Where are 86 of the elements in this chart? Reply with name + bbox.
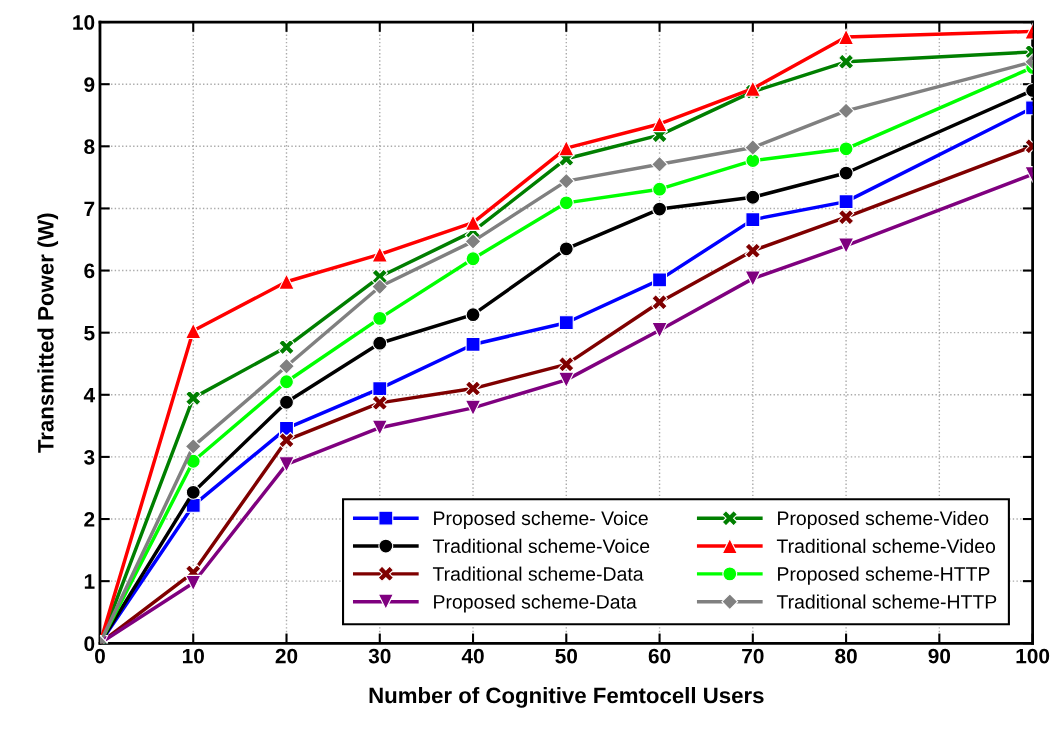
point [279, 374, 295, 390]
y-tick-label: 7 [84, 201, 95, 216]
point [371, 246, 388, 263]
point [184, 437, 202, 455]
y-tick-label: 1 [84, 574, 95, 589]
point [279, 394, 295, 410]
legend-label: Traditional scheme-Data [432, 566, 644, 581]
point [185, 322, 202, 340]
point [838, 141, 854, 157]
x-tick-label: 30 [368, 648, 391, 664]
x-tick-label: 100 [1016, 648, 1050, 664]
legend-label: Proposed scheme-Video [778, 510, 989, 530]
legend-label: Proposed scheme-HTTP [778, 566, 990, 585]
point [558, 139, 575, 157]
y-tick-label: 8 [84, 139, 95, 155]
point [372, 310, 388, 326]
point [744, 242, 762, 259]
point [372, 335, 388, 351]
point [744, 270, 762, 287]
point [278, 456, 295, 473]
point [557, 172, 575, 190]
point [464, 380, 482, 397]
point [745, 189, 761, 205]
point [185, 574, 202, 592]
point [558, 356, 575, 373]
point [278, 273, 295, 290]
legend-label: Proposed scheme- Voice [434, 510, 648, 530]
point [837, 208, 855, 226]
point [558, 371, 575, 389]
x-tick-label: 50 [555, 648, 578, 664]
x-tick-label: 60 [648, 648, 671, 664]
point [278, 431, 295, 449]
point [651, 155, 668, 173]
point [838, 165, 854, 181]
point [465, 251, 481, 267]
point [372, 381, 388, 397]
x-tick-label: 20 [275, 648, 298, 664]
point [837, 237, 855, 254]
point [185, 389, 202, 407]
point [652, 201, 668, 217]
point [465, 307, 481, 323]
point [651, 115, 668, 133]
x-tick-label: 80 [835, 648, 857, 664]
point [838, 194, 854, 210]
legend-label: Proposed scheme-Data [434, 594, 637, 613]
point [465, 336, 481, 352]
y-tick-label: 0 [84, 636, 95, 652]
point [744, 139, 762, 156]
point [651, 321, 668, 339]
y-tick-label: 3 [84, 449, 95, 465]
x-tick-label: 70 [742, 648, 764, 664]
point [464, 214, 482, 231]
y-tick-label: 5 [84, 325, 95, 341]
point [371, 278, 389, 296]
y-tick-label: 10 [73, 15, 95, 30]
x-tick-label: 0 [95, 648, 105, 664]
x-tick-label: 10 [182, 648, 204, 664]
point [558, 241, 574, 257]
point [371, 419, 388, 436]
point [278, 357, 295, 375]
point [371, 394, 388, 412]
x-tick-label: 40 [461, 648, 484, 664]
y-tick-label: 2 [84, 512, 95, 527]
point [837, 28, 855, 46]
point [464, 399, 482, 417]
y-tick-label: 6 [84, 263, 95, 279]
y-axis-title: Transmitted Power (W) [37, 213, 59, 453]
point [652, 181, 668, 197]
legend-label: Traditional scheme-Voice [432, 538, 650, 554]
point [464, 232, 482, 250]
y-tick-label: 4 [83, 388, 96, 403]
point [185, 484, 201, 500]
x-tick-label: 90 [928, 648, 951, 664]
point [558, 195, 574, 211]
point [558, 315, 574, 331]
point [278, 338, 295, 356]
point [745, 153, 761, 169]
point [745, 212, 761, 228]
legend-label: Traditional scheme-HTTP [776, 594, 997, 609]
legend-label: Traditional scheme-Video [776, 538, 996, 554]
point [651, 294, 668, 311]
point [837, 102, 855, 120]
point [837, 53, 855, 71]
x-axis-title: Number of Cognitive Femtocell Users [369, 686, 764, 708]
point [652, 272, 668, 288]
y-tick-label: 9 [84, 77, 95, 92]
